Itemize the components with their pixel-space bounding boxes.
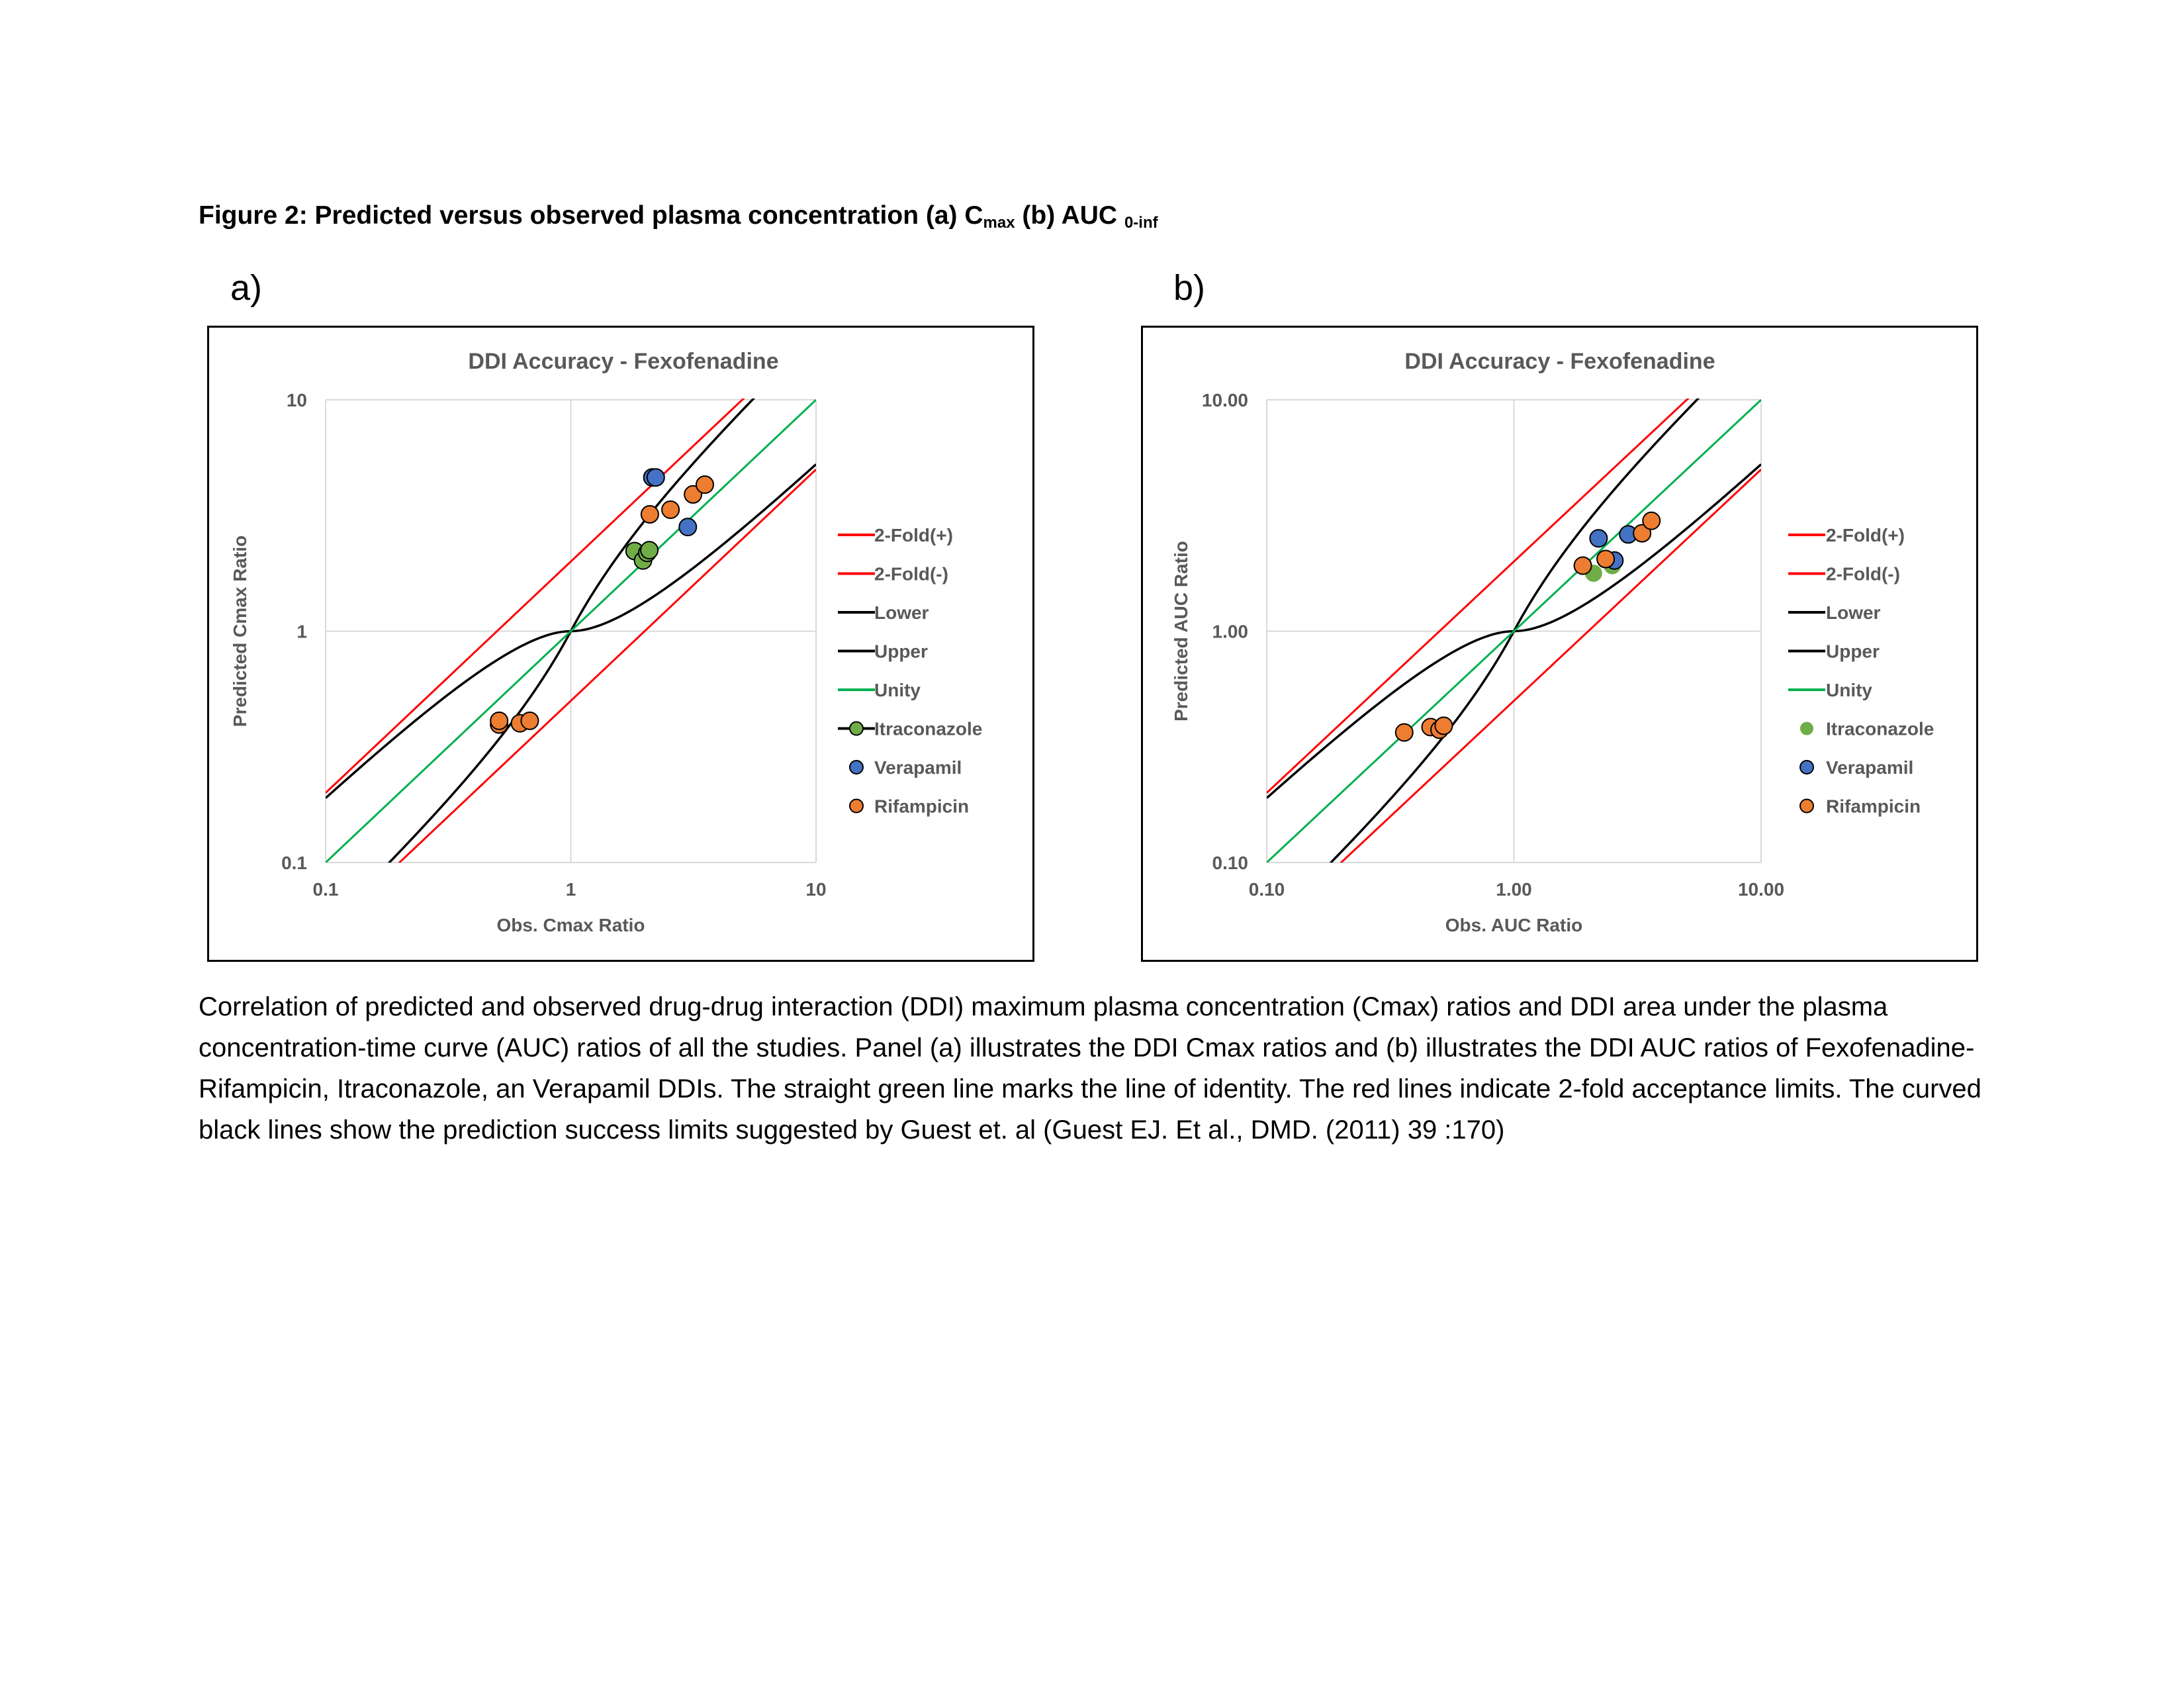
data-point-rifampicin — [1573, 556, 1592, 575]
legend-label: 2-Fold(-) — [1826, 564, 1900, 585]
legend-swatch-marker — [849, 721, 864, 736]
legend-label: Verapamil — [1826, 757, 1913, 778]
x-tick-label: 1 — [566, 879, 576, 900]
series-verapamil — [643, 468, 698, 537]
y-tick-label: 1 — [296, 622, 307, 642]
data-point-rifampicin — [1596, 549, 1615, 569]
legend-item: Itraconazole — [838, 719, 982, 739]
legend-swatch-marker — [1799, 760, 1814, 774]
chart-panel-b: DDI Accuracy - Fexofenadine 0.10 0.10 1.00 1… — [1141, 326, 1978, 962]
x-tick-label: 0.10 — [1249, 879, 1285, 900]
figure-title: Figure 2: Predicted versus observed plas… — [199, 201, 1158, 232]
legend-item: Unity — [1788, 680, 1872, 700]
y-tick-label: 0.1 — [281, 853, 307, 873]
legend-swatch-marker — [1799, 798, 1814, 814]
legend-label: Rifampicin — [874, 796, 969, 817]
data-point-itraconazole — [640, 541, 659, 560]
figure-title-mid: (b) AUC — [1015, 201, 1124, 230]
legend-item: Rifampicin — [849, 796, 969, 817]
legend-swatch-marker — [849, 798, 864, 814]
legend-item: Itraconazole — [1800, 719, 1934, 739]
legend-swatch-marker — [849, 760, 864, 774]
x-tick-label: 1.00 — [1496, 879, 1532, 900]
y-axis-label: Predicted AUC Ratio — [1171, 541, 1191, 722]
y-tick-label: 1.00 — [1212, 622, 1249, 642]
x-tick-label: 0.1 — [313, 879, 339, 900]
data-point-rifampicin — [661, 500, 680, 519]
legend-label: Lower — [874, 602, 929, 623]
chart-title: DDI Accuracy - Fexofenadine — [468, 349, 778, 374]
unity-line — [1267, 399, 1761, 863]
reference-lines — [326, 399, 816, 863]
x-tick-label: 10 — [805, 879, 826, 900]
data-point-rifampicin — [1633, 524, 1652, 543]
legend-label: Itraconazole — [1826, 719, 1934, 739]
y-axis-label: Predicted Cmax Ratio — [230, 536, 250, 727]
legend-item: 2-Fold(-) — [838, 564, 948, 585]
data-point-rifampicin — [1642, 511, 1661, 530]
two-fold-upper-line — [326, 399, 745, 794]
figure-caption: Correlation of predicted and observed dr… — [199, 992, 1981, 1145]
legend-label: Upper — [874, 641, 928, 662]
legend-label: Unity — [1826, 680, 1872, 700]
data-point-rifampicin — [684, 485, 703, 504]
reference-lines — [1267, 399, 1761, 863]
legend-item: 2-Fold(-) — [1788, 564, 1900, 585]
legend-item: Upper — [838, 641, 928, 662]
legend-item: 2-Fold(+) — [1788, 525, 1905, 545]
data-point-rifampicin — [640, 504, 659, 524]
x-axis-label: Obs. Cmax Ratio — [496, 915, 645, 935]
legend-swatch-marker — [1800, 722, 1813, 735]
legend-label: Lower — [1826, 602, 1881, 623]
legend-item: Lower — [1788, 602, 1881, 623]
legend-item: Unity — [838, 680, 921, 700]
legend-item: Verapamil — [1799, 757, 1913, 778]
chart-title: DDI Accuracy - Fexofenadine — [1404, 349, 1715, 374]
y-tick-label: 10.00 — [1202, 390, 1248, 410]
series-rifampicin — [490, 475, 714, 734]
data-point-rifampicin — [1434, 716, 1453, 735]
data-point-verapamil — [678, 518, 698, 537]
chart-panel-a: DDI Accuracy - Fexofenadine 0.1 0.1 1 1 10 10 O… — [207, 326, 1034, 962]
data-point-verapamil — [1589, 529, 1608, 548]
two-fold-lower-line — [1340, 469, 1761, 863]
legend-label: 2-Fold(+) — [874, 525, 953, 545]
legend-item: Upper — [1788, 641, 1880, 662]
legend-label: Itraconazole — [874, 719, 982, 739]
y-tick-label: 10 — [287, 390, 307, 410]
legend-label: Rifampicin — [1826, 796, 1921, 817]
data-point-rifampicin — [695, 475, 714, 494]
two-fold-upper-line — [1267, 399, 1690, 794]
data-point-rifampicin — [490, 711, 509, 730]
legend-label: 2-Fold(+) — [1826, 525, 1905, 545]
y-tick-label: 0.10 — [1212, 853, 1249, 873]
legend-label: 2-Fold(-) — [874, 564, 948, 585]
legend-item: 2-Fold(+) — [838, 525, 953, 545]
series-rifampicin — [1394, 511, 1661, 742]
panel-b-label: b) — [1173, 268, 1206, 308]
x-tick-label: 10.00 — [1738, 879, 1784, 900]
legend-label: Verapamil — [874, 757, 962, 778]
legend-item: Verapamil — [849, 757, 962, 778]
data-point-rifampicin — [520, 711, 539, 730]
data-point-verapamil — [646, 468, 665, 487]
chart-a-svg: DDI Accuracy - Fexofenadine 0.1 0.1 1 1 10 10 O… — [230, 349, 982, 935]
unity-line — [326, 399, 816, 863]
chart-b-svg: DDI Accuracy - Fexofenadine 0.100.10 1.00 1… — [1171, 349, 1934, 935]
legend-item: Lower — [838, 602, 929, 623]
panel-a-label: a) — [230, 268, 263, 308]
x-axis-label: Obs. AUC Ratio — [1445, 915, 1582, 935]
legend-label: Unity — [874, 680, 921, 700]
data-point-rifampicin — [1394, 723, 1414, 742]
two-fold-lower-line — [398, 469, 816, 863]
figure-title-sub-max: max — [983, 214, 1015, 232]
series-itraconazole — [625, 541, 659, 570]
legend-label: Upper — [1826, 641, 1880, 662]
figure-title-sub-inf: 0-inf — [1124, 214, 1158, 232]
legend-item: Rifampicin — [1799, 796, 1921, 817]
figure-title-main: Figure 2: Predicted versus observed plas… — [199, 201, 983, 230]
